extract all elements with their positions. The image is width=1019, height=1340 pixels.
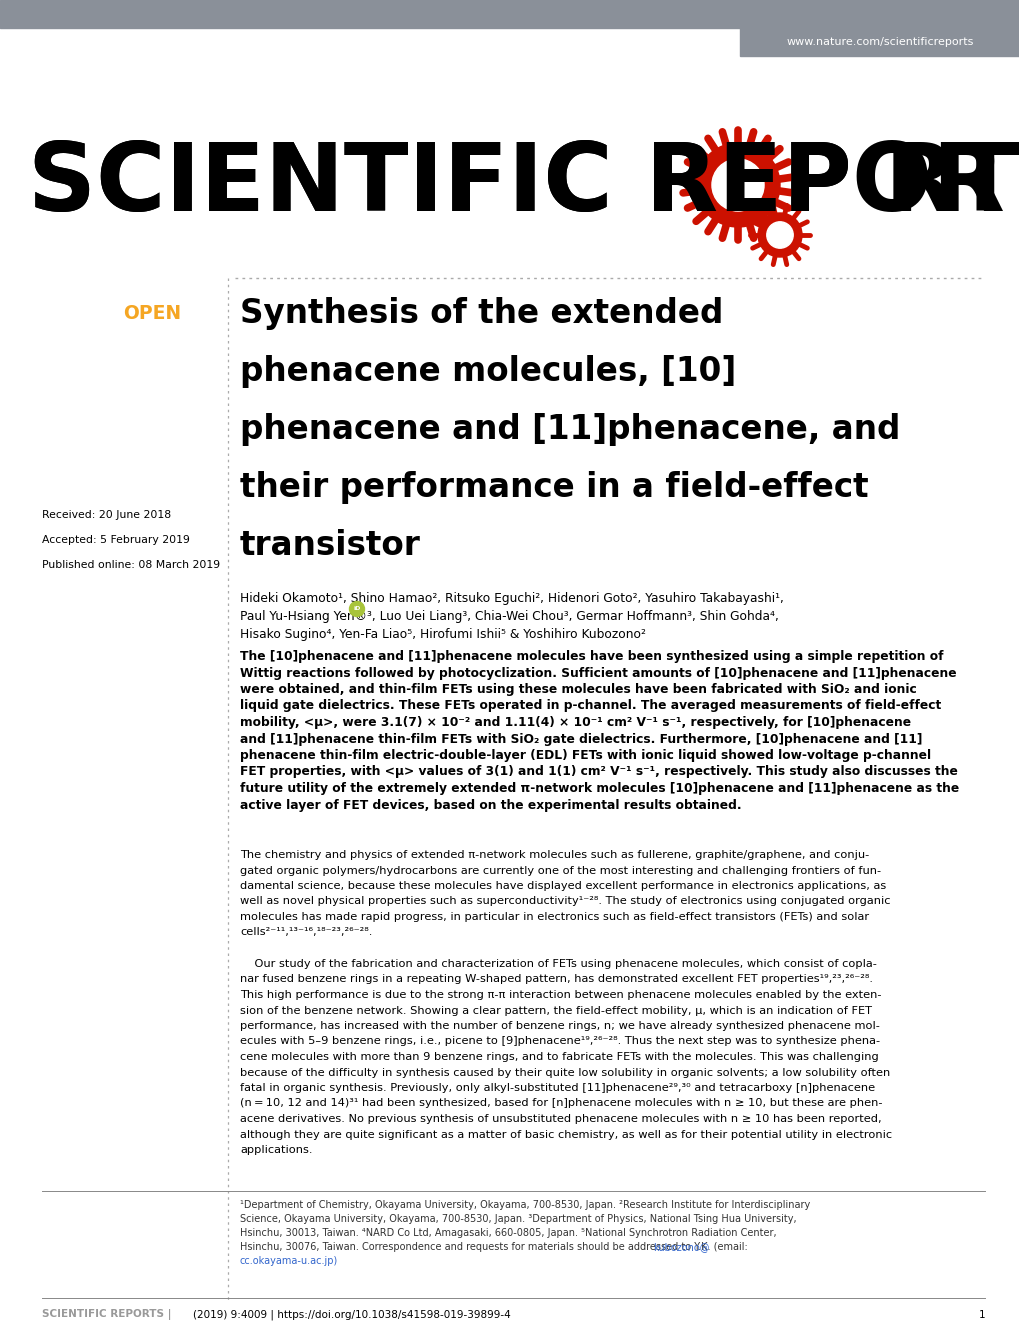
Text: www.nature.com/scientificreports: www.nature.com/scientificreports — [786, 38, 973, 47]
Text: ecules with 5–9 benzene rings, i.e., picene to [9]phenacene¹⁹,²⁶⁻²⁸. Thus the ne: ecules with 5–9 benzene rings, i.e., pic… — [239, 1037, 879, 1047]
Text: transistor: transistor — [239, 529, 421, 561]
Text: well as novel physical properties such as superconductivity¹⁻²⁸. The study of el: well as novel physical properties such a… — [239, 896, 890, 906]
Text: and [11]phenacene thin-film FETs with SiO₂ gate dielectrics. Furthermore, [10]ph: and [11]phenacene thin-film FETs with Si… — [239, 733, 921, 745]
Text: liquid gate dielectrics. These FETs operated in p-channel. The averaged measurem: liquid gate dielectrics. These FETs oper… — [239, 699, 941, 713]
Text: This high performance is due to the strong π-π interaction between phenacene mol: This high performance is due to the stro… — [239, 990, 880, 1000]
Text: were obtained, and thin-film FETs using these molecules have been fabricated wit: were obtained, and thin-film FETs using … — [239, 683, 916, 695]
Text: future utility of the extremely extended π-network molecules [10]phenacene and [: future utility of the extremely extended… — [239, 783, 958, 795]
Text: SCIENTIFIC REPORTS: SCIENTIFIC REPORTS — [28, 139, 1019, 230]
Text: molecules has made rapid progress, in particular in electronics such as field-ef: molecules has made rapid progress, in pa… — [239, 913, 868, 922]
Text: SCIENTIFIC REPORTS |: SCIENTIFIC REPORTS | — [42, 1309, 171, 1320]
Bar — [701, 137, 773, 233]
Text: Paul Yu-Hsiang Yen®³, Luo Uei Liang³, Chia-Wei Chou³, Germar Hoffmann³, Shin Goh: Paul Yu-Hsiang Yen®³, Luo Uei Liang³, Ch… — [239, 610, 779, 623]
Text: OPEN: OPEN — [123, 304, 181, 323]
Text: cells²⁻¹¹,¹³⁻¹⁶,¹⁸⁻²³,²⁶⁻²⁸.: cells²⁻¹¹,¹³⁻¹⁶,¹⁸⁻²³,²⁶⁻²⁸. — [239, 927, 372, 938]
Text: their performance in a field-effect: their performance in a field-effect — [239, 470, 868, 504]
Text: Accepted: 5 February 2019: Accepted: 5 February 2019 — [42, 535, 190, 545]
Text: Science, Okayama University, Okayama, 700-8530, Japan. ³Department of Physics, N: Science, Okayama University, Okayama, 70… — [239, 1214, 796, 1225]
Text: although they are quite significant as a matter of basic chemistry, as well as f: although they are quite significant as a… — [239, 1130, 892, 1139]
Text: SCIENTIFIC REP RTS: SCIENTIFIC REP RTS — [28, 139, 1019, 230]
Text: The chemistry and physics of extended π-network molecules such as fullerene, gra: The chemistry and physics of extended π-… — [239, 850, 868, 860]
Text: kubozono@: kubozono@ — [652, 1242, 709, 1253]
Text: iD: iD — [353, 607, 361, 611]
Text: active layer of FET devices, based on the experimental results obtained.: active layer of FET devices, based on th… — [239, 799, 741, 812]
Circle shape — [695, 143, 780, 226]
Text: Hideki Okamoto¹, Shino Hamao², Ritsuko Eguchi², Hidenori Goto², Yasuhiro Takabay: Hideki Okamoto¹, Shino Hamao², Ritsuko E… — [239, 592, 784, 604]
Circle shape — [757, 213, 801, 257]
Text: applications.: applications. — [239, 1144, 312, 1155]
Text: phenacene thin-film electric-double-layer (EDL) FETs with ionic liquid showed lo: phenacene thin-film electric-double-laye… — [239, 749, 930, 762]
Text: (2019) 9:4009 | https://doi.org/10.1038/s41598-019-39899-4: (2019) 9:4009 | https://doi.org/10.1038/… — [179, 1309, 511, 1320]
Text: because of the difficulty in synthesis caused by their quite low solubility in o: because of the difficulty in synthesis c… — [239, 1068, 890, 1077]
Bar — [739, 28, 1019, 56]
Text: Hisako Sugino⁴, Yen-Fa Liao⁵, Hirofumi Ishii⁵ & Yoshihiro Kubozono²: Hisako Sugino⁴, Yen-Fa Liao⁵, Hirofumi I… — [239, 628, 645, 641]
Text: sion of the benzene network. Showing a clear pattern, the field-effect mobility,: sion of the benzene network. Showing a c… — [239, 1005, 871, 1016]
Text: performance, has increased with the number of benzene rings, n; we have already : performance, has increased with the numb… — [239, 1021, 879, 1030]
Text: Synthesis of the extended: Synthesis of the extended — [239, 297, 722, 330]
Text: Published online: 08 March 2019: Published online: 08 March 2019 — [42, 560, 220, 570]
Text: Received: 20 June 2018: Received: 20 June 2018 — [42, 511, 171, 520]
Text: cene molecules with more than 9 benzene rings, and to fabricate FETs with the mo: cene molecules with more than 9 benzene … — [239, 1052, 878, 1063]
Circle shape — [766, 222, 793, 248]
Text: phenacene molecules, [10]: phenacene molecules, [10] — [239, 355, 736, 389]
Circle shape — [350, 602, 364, 616]
Circle shape — [711, 159, 763, 210]
Text: nar fused benzene rings in a repeating W-shaped pattern, has demonstrated excell: nar fused benzene rings in a repeating W… — [239, 974, 872, 985]
Text: Hsinchu, 30013, Taiwan. ⁴NARD Co Ltd, Amagasaki, 660-0805, Japan. ⁵National Sync: Hsinchu, 30013, Taiwan. ⁴NARD Co Ltd, Am… — [239, 1229, 775, 1238]
Text: Wittig reactions followed by photocyclization. Sufficient amounts of [10]phenace: Wittig reactions followed by photocycliz… — [239, 666, 956, 679]
Text: FET properties, with <μ> values of 3(1) and 1(1) cm² V⁻¹ s⁻¹, respectively. This: FET properties, with <μ> values of 3(1) … — [239, 765, 957, 779]
Text: Hsinchu, 30076, Taiwan. Correspondence and requests for materials should be addr: Hsinchu, 30076, Taiwan. Correspondence a… — [239, 1242, 750, 1253]
Text: ¹Department of Chemistry, Okayama University, Okayama, 700-8530, Japan. ²Researc: ¹Department of Chemistry, Okayama Univer… — [239, 1201, 809, 1210]
Text: fatal in organic synthesis. Previously, only alkyl-substituted [11]phenacene²⁹,³: fatal in organic synthesis. Previously, … — [239, 1083, 874, 1093]
Text: Our study of the fabrication and characterization of FETs using phenacene molecu: Our study of the fabrication and charact… — [239, 959, 876, 969]
Bar — [0, 0, 1019, 28]
Text: cc.okayama-u.ac.jp): cc.okayama-u.ac.jp) — [239, 1257, 338, 1266]
Text: gated organic polymers/hydrocarbons are currently one of the most interesting an: gated organic polymers/hydrocarbons are … — [239, 866, 880, 875]
Text: damental science, because these molecules have displayed excellent performance i: damental science, because these molecule… — [239, 880, 886, 891]
Text: acene derivatives. No previous synthesis of unsubstituted phenacene molecules wi: acene derivatives. No previous synthesis… — [239, 1114, 880, 1124]
Text: mobility, <μ>, were 3.1(7) × 10⁻² and 1.11(4) × 10⁻¹ cm² V⁻¹ s⁻¹, respectively, : mobility, <μ>, were 3.1(7) × 10⁻² and 1.… — [239, 716, 910, 729]
Text: (n = 10, 12 and 14)³¹ had been synthesized, based for [n]phenacene molecules wit: (n = 10, 12 and 14)³¹ had been synthesiz… — [239, 1099, 881, 1108]
Text: The [10]phenacene and [11]phenacene molecules have been synthesized using a simp: The [10]phenacene and [11]phenacene mole… — [239, 650, 943, 663]
Text: 1: 1 — [977, 1311, 984, 1320]
Text: phenacene and [11]phenacene, and: phenacene and [11]phenacene, and — [239, 413, 900, 446]
